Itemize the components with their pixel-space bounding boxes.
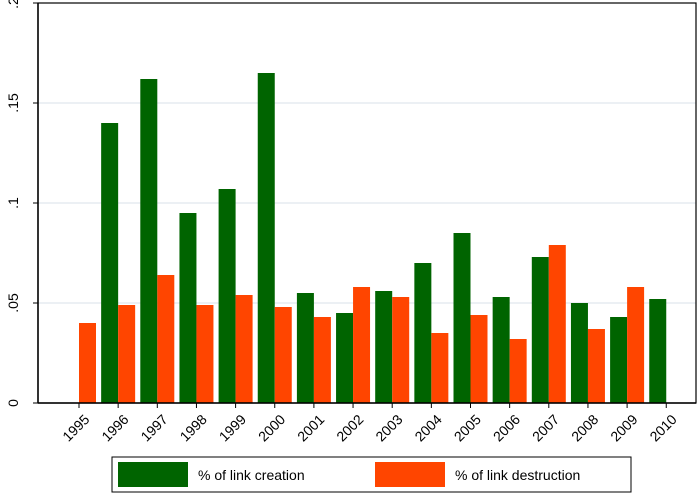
- bar-link-creation: [218, 189, 236, 403]
- bar-link-destruction: [157, 275, 175, 403]
- bar-link-destruction: [274, 307, 292, 403]
- bar-link-destruction: [431, 333, 449, 403]
- legend-swatch-creation: [118, 462, 188, 487]
- bar-link-creation: [610, 317, 628, 403]
- bar-link-creation: [414, 263, 432, 403]
- bar-link-creation: [453, 233, 471, 403]
- legend-label-creation: % of link creation: [198, 467, 305, 483]
- bars: [79, 73, 667, 403]
- bar-link-destruction: [353, 287, 371, 403]
- y-tick-label: .1: [5, 197, 21, 209]
- y-tick-label: 0: [5, 399, 21, 407]
- bar-link-destruction: [470, 315, 488, 403]
- bar-link-destruction: [235, 295, 253, 403]
- bar-link-creation: [531, 257, 549, 403]
- legend-label-destruction: % of link destruction: [455, 467, 580, 483]
- bar-link-destruction: [392, 297, 410, 403]
- bar-link-creation: [336, 313, 354, 403]
- bar-link-creation: [179, 213, 197, 403]
- legend: % of link creation % of link destruction: [111, 456, 632, 493]
- bar-link-creation: [257, 73, 275, 403]
- y-tick-label: .2: [5, 0, 21, 9]
- bar-link-creation: [101, 123, 119, 403]
- bar-link-creation: [296, 293, 314, 403]
- y-axis: 0 .05 .1 .15 .2: [5, 0, 38, 407]
- bar-link-destruction: [548, 245, 566, 403]
- legend-swatch-destruction: [375, 462, 445, 487]
- y-tick-label: .05: [5, 293, 21, 313]
- bar-link-creation: [375, 291, 393, 403]
- bar-link-creation: [570, 303, 588, 403]
- bar-link-destruction: [627, 287, 645, 403]
- y-tick-label: .15: [5, 93, 21, 113]
- bar-link-creation: [649, 299, 667, 403]
- bar-link-destruction: [313, 317, 331, 403]
- bar-link-destruction: [587, 329, 605, 403]
- legend-box: [111, 456, 632, 493]
- bar-link-creation: [140, 79, 158, 403]
- bar-link-creation: [492, 297, 510, 403]
- bar-link-destruction: [79, 323, 96, 403]
- bar-link-destruction: [196, 305, 214, 403]
- bar-link-destruction: [509, 339, 527, 403]
- bar-link-destruction: [118, 305, 136, 403]
